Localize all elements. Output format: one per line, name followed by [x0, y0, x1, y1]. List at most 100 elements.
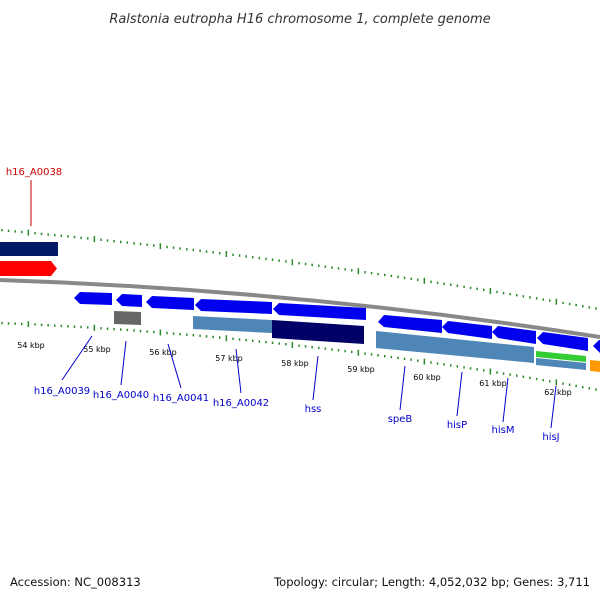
- inner-ring-minor-tick: [522, 375, 525, 378]
- outer-ring-minor-tick: [73, 235, 76, 239]
- outer-ring-minor-tick: [238, 254, 241, 257]
- outer-ring-minor-tick: [219, 252, 221, 255]
- outer-ring-minor-tick: [588, 306, 591, 309]
- inner-ring-minor-tick: [199, 334, 201, 337]
- genome-backbone: [0, 278, 600, 339]
- gene-speB-feature[interactable]: [378, 315, 442, 333]
- gene-hss-feature[interactable]: [273, 303, 366, 320]
- gene-label-hss[interactable]: hss: [305, 404, 322, 415]
- inner-ring-minor-tick: [47, 324, 49, 327]
- leader-h16-a0042: [235, 348, 242, 394]
- gene-next-feature[interactable]: [593, 340, 600, 353]
- inner-ring-minor-tick: [311, 346, 313, 349]
- outer-ring-minor-tick: [397, 275, 399, 279]
- inner-ring-minor-tick: [60, 324, 63, 328]
- outer-ring-minor-tick: [153, 244, 155, 247]
- inner-ring-major-tick: [555, 379, 558, 386]
- inner-ring-minor-tick: [364, 352, 366, 355]
- inner-ring-minor-tick: [298, 344, 300, 347]
- gene-label-hisJ[interactable]: hisJ: [542, 432, 559, 443]
- outer-ring-minor-tick: [304, 262, 307, 266]
- domain-feature-dark[interactable]: [272, 320, 364, 344]
- domain-feature-green[interactable]: [536, 351, 586, 362]
- gene-h16-a0039-feature[interactable]: [74, 292, 112, 305]
- gene-hisJ-feature[interactable]: [537, 332, 588, 351]
- outer-ring-minor-tick: [344, 268, 346, 271]
- outer-tick-ring: [1, 229, 597, 310]
- gene-h16-a0042-feature[interactable]: [195, 299, 272, 314]
- gene-h16-a0038-feature[interactable]: [0, 242, 58, 256]
- leader-hisJ: [550, 385, 557, 429]
- inner-ring-minor-tick: [212, 335, 214, 339]
- gene-label-h16-a0038[interactable]: h16_A0038: [6, 167, 62, 178]
- gene-label-h16-a0042[interactable]: h16_A0042: [213, 398, 269, 409]
- gene-label-h16-a0040[interactable]: h16_A0040: [93, 390, 149, 401]
- outer-ring-minor-tick: [529, 296, 531, 299]
- outer-ring-major-tick: [27, 229, 30, 236]
- gene-label-speB[interactable]: speB: [388, 414, 413, 425]
- outer-ring-minor-tick: [318, 264, 320, 267]
- inner-ring-minor-tick: [456, 365, 459, 368]
- leader-h16-a0040: [120, 340, 127, 386]
- inner-ring-minor-tick: [595, 388, 597, 391]
- outer-ring-minor-tick: [450, 283, 452, 286]
- outer-ring-minor-tick: [417, 278, 419, 281]
- inner-ring-minor-tick: [562, 382, 564, 385]
- gene-hisP-feature[interactable]: [442, 321, 492, 339]
- outer-ring-minor-tick: [7, 229, 10, 232]
- gene-h16-a0040-feature[interactable]: [116, 294, 142, 307]
- inner-ring-minor-tick: [113, 327, 115, 331]
- inner-ring-minor-tick: [80, 325, 82, 329]
- outer-ring-minor-tick: [509, 292, 511, 296]
- inner-ring-minor-tick: [582, 385, 584, 389]
- outer-ring-minor-tick: [370, 271, 373, 275]
- outer-ring-major-tick: [291, 259, 294, 266]
- gene-label-h16-a0041[interactable]: h16_A0041: [153, 393, 209, 404]
- outer-ring-major-tick: [357, 268, 360, 275]
- outer-ring-minor-tick: [575, 303, 577, 307]
- outer-ring-minor-tick: [542, 298, 544, 301]
- inner-ring-major-tick: [423, 358, 426, 365]
- scale-label-55kbp: 55 kbp: [83, 345, 111, 354]
- inner-ring-minor-tick: [370, 353, 373, 356]
- inner-ring-minor-tick: [166, 331, 168, 335]
- leader-hisP: [456, 371, 463, 417]
- inner-ring-minor-tick: [146, 330, 148, 333]
- inner-ring-minor-tick: [509, 373, 511, 376]
- pseudo-feature-grey[interactable]: [114, 311, 141, 325]
- outer-ring-minor-tick: [298, 262, 300, 265]
- outer-ring-minor-tick: [139, 242, 142, 246]
- gene-label-h16-a0039[interactable]: h16_A0039: [34, 386, 90, 397]
- gene-label-hisP[interactable]: hisP: [447, 420, 467, 431]
- inner-ring-minor-tick: [271, 341, 274, 344]
- outer-ring-minor-tick: [106, 239, 109, 242]
- gene-label-hisM[interactable]: hisM: [492, 425, 515, 436]
- inner-ring-minor-tick: [192, 334, 195, 337]
- inner-ring-minor-tick: [7, 322, 10, 325]
- domain-feature-light[interactable]: [193, 316, 272, 333]
- domain-feature-light-2[interactable]: [376, 331, 534, 363]
- outer-ring-minor-tick: [595, 307, 597, 310]
- gene-hisM-feature[interactable]: [492, 326, 536, 344]
- inner-ring-major-tick: [357, 349, 360, 356]
- rna-feature-red[interactable]: [0, 261, 57, 276]
- inner-ring-minor-tick: [186, 333, 188, 336]
- inner-ring-minor-tick: [318, 346, 320, 350]
- outer-ring-minor-tick: [483, 288, 485, 292]
- inner-ring-minor-tick: [483, 369, 485, 372]
- outer-ring-minor-tick: [337, 267, 340, 270]
- domain-feature-light-3[interactable]: [536, 358, 586, 370]
- outer-ring-minor-tick: [205, 250, 208, 253]
- inner-ring-major-tick: [27, 321, 30, 328]
- gene-h16-a0041-feature[interactable]: [146, 296, 194, 310]
- outer-ring-minor-tick: [502, 291, 505, 295]
- inner-tick-ring: [1, 321, 597, 391]
- inner-ring-major-tick: [489, 368, 492, 375]
- outer-ring-minor-tick: [522, 295, 525, 298]
- domain-feature-orange[interactable]: [590, 360, 600, 372]
- inner-ring-minor-tick: [516, 374, 518, 377]
- outer-ring-minor-tick: [324, 265, 327, 268]
- outer-ring-minor-tick: [34, 232, 36, 235]
- outer-ring-major-tick: [489, 288, 492, 294]
- outer-ring-minor-tick: [535, 297, 538, 300]
